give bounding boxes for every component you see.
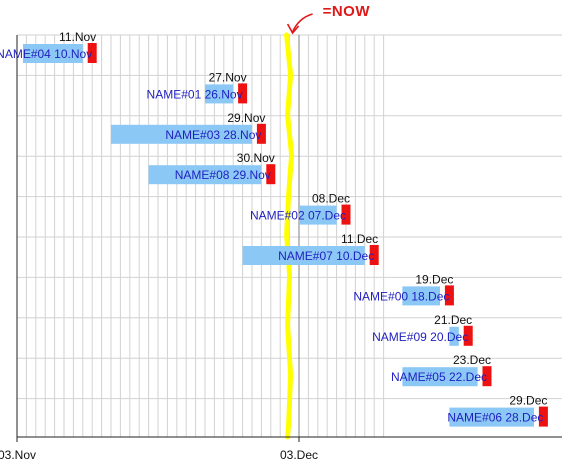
now-arrow: [291, 13, 313, 33]
task-label: NAME#04 10.Nov: [0, 47, 92, 61]
task-label: NAME#05 22.Dec: [391, 370, 487, 384]
deadline-label: 29.Dec: [509, 394, 547, 408]
deadline-label: 19.Dec: [415, 272, 453, 286]
task-bar: [148, 165, 262, 185]
task-label: NAME#00 18.Dec: [353, 289, 449, 303]
now-annotation: =NOW: [323, 3, 371, 20]
x-tick-label: 03.Nov: [0, 448, 36, 462]
deadline-marker: [256, 123, 266, 144]
now-arrowhead: [286, 23, 300, 35]
task-bar: [205, 84, 234, 104]
deadline-label: 29.Nov: [227, 111, 265, 125]
x-axis: 03.Nov 03.Dec: [0, 35, 562, 462]
deadline-label: 11.Dec: [341, 232, 378, 246]
deadline-marker: [482, 366, 492, 387]
x-tick-label: 03.Dec: [280, 448, 318, 462]
task-label: NAME#06 28.Dec: [447, 411, 543, 425]
now-marker: =NOW: [284, 3, 371, 440]
deadline-label: 08.Dec: [312, 192, 350, 206]
task-bar: [111, 124, 252, 144]
deadline-label: 23.Dec: [453, 353, 491, 367]
deadline-marker: [369, 245, 379, 265]
deadline-marker: [87, 43, 97, 63]
deadline-label: 30.Nov: [237, 151, 275, 165]
task-label: NAME#01 26.Nov: [147, 87, 243, 101]
deadline-label: 21.Dec: [434, 313, 472, 327]
deadline-marker: [238, 83, 248, 104]
deadline-marker: [444, 285, 454, 306]
task-bar: [449, 326, 459, 346]
task-label: NAME#08 29.Nov: [175, 168, 271, 182]
deadline-label: 11.Nov: [59, 30, 96, 44]
task-label: NAME#09 20.Dec: [372, 330, 468, 344]
deadline-marker: [463, 325, 473, 346]
grid: [16, 34, 562, 437]
task-bar: [402, 286, 440, 306]
task-label: NAME#03 28.Nov: [165, 128, 261, 142]
task-label: NAME#07 10.Dec: [278, 249, 374, 263]
task-bar: [23, 44, 83, 63]
task-label: NAME#02 07.Dec: [250, 209, 346, 223]
task-bar: [449, 407, 534, 427]
task-bar: [402, 367, 478, 387]
task-bar: [242, 246, 365, 265]
deadline-marker: [538, 406, 548, 427]
deadline-marker: [266, 164, 276, 185]
deadline-marker: [341, 204, 351, 225]
deadline-label: 27.Nov: [209, 70, 247, 84]
task-bar: [299, 205, 337, 225]
task-bars: NAME#04 10.Nov 11.Nov NAME#01 26.Nov 27.Nov…: [0, 30, 548, 427]
now-line: [284, 32, 295, 440]
